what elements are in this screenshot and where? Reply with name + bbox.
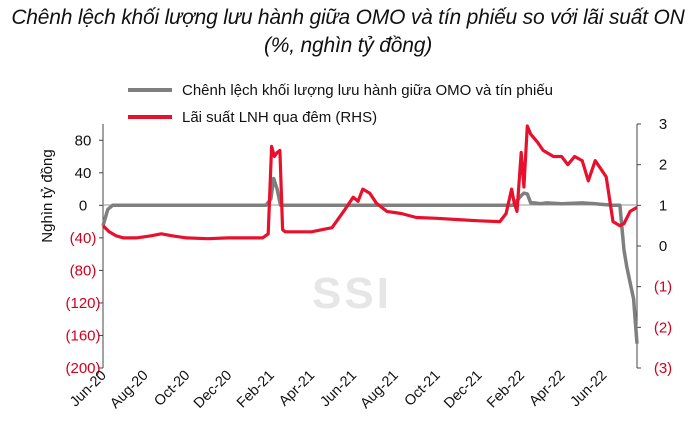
y-right-tick-label: (2) [654, 319, 672, 336]
y-axis-label: Nghìn tỷ đồng [39, 149, 56, 242]
y-axis-left-ticks: 80 40 0 (40) (80) (120) (160) (200) [65, 132, 103, 377]
x-tick-label: Feb-22 [484, 368, 528, 412]
y-left-tick-label: (40) [70, 230, 97, 247]
y-left-tick-label: (200) [65, 360, 100, 377]
x-tick-label: Apr-21 [276, 368, 318, 410]
x-tick-label: Aug-20 [107, 368, 151, 412]
x-tick-label: Oct-21 [402, 368, 444, 410]
watermark-text: SSI [312, 269, 392, 318]
x-tick-label: Jun-21 [317, 368, 360, 411]
x-tick-label: Aug-21 [357, 368, 401, 412]
x-tick-label: Feb-21 [234, 368, 278, 412]
y-left-tick-label: (160) [65, 327, 100, 344]
series-line-on-rate [101, 124, 638, 241]
y-axis-right-ticks: 3 2 1 0 (1) (2) (3) [637, 116, 672, 377]
x-tick-label: Dec-21 [441, 368, 485, 412]
y-left-tick-label: 40 [75, 165, 92, 182]
y-right-tick-label: (3) [654, 360, 672, 377]
legend-label-on-rate: Lãi suất LNH qua đêm (RHS) [182, 109, 377, 126]
y-left-tick-label: 80 [75, 132, 92, 149]
y-right-tick-label: 2 [659, 157, 667, 174]
y-right-tick-label: (1) [654, 279, 672, 296]
x-tick-label: Apr-22 [526, 368, 568, 410]
series-line-gap [101, 176, 639, 344]
y-right-tick-label: 0 [659, 238, 667, 255]
legend-label-gap: Chênh lệch khối lượng lưu hành giữa OMO … [182, 82, 553, 99]
y-right-tick-label: 1 [659, 197, 667, 214]
chart-subtitle: (%, nghìn tỷ đồng) [264, 34, 432, 57]
legend: Chênh lệch khối lượng lưu hành giữa OMO … [128, 82, 553, 126]
y-left-tick-label: (120) [65, 295, 100, 312]
x-tick-label: Dec-20 [191, 368, 235, 412]
y-left-tick-label: 0 [79, 197, 87, 214]
x-tick-label: Oct-20 [151, 368, 193, 410]
y-right-tick-label: 3 [659, 116, 667, 133]
x-tick-label: Jun-22 [568, 368, 611, 411]
chart-title: Chênh lệch khối lượng lưu hành giữa OMO … [11, 6, 685, 29]
y-left-tick-label: (80) [70, 262, 97, 279]
